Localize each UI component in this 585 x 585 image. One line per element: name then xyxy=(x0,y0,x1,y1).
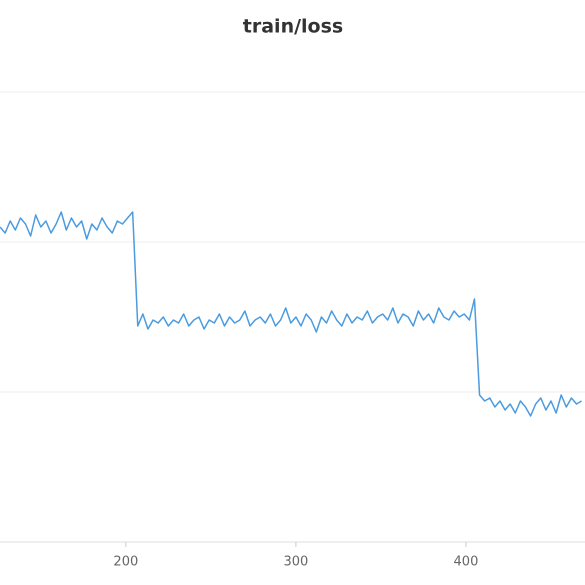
line-series xyxy=(0,211,582,417)
x-tick-label: 200 xyxy=(113,555,138,570)
x-tick-label: 300 xyxy=(283,555,308,570)
x-tick-label: 400 xyxy=(454,555,479,570)
chart-title: train/loss xyxy=(243,16,343,38)
